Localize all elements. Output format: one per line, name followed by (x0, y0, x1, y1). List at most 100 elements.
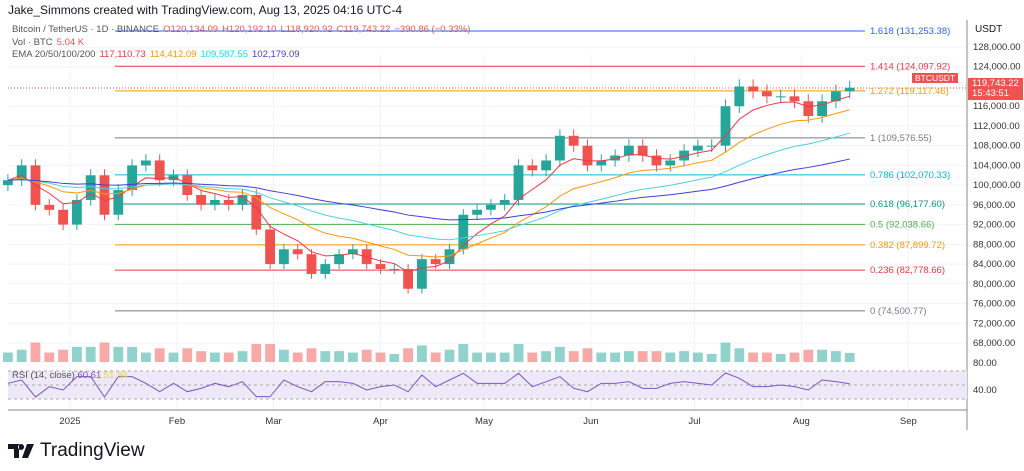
candle-body (665, 160, 676, 166)
rsi-line (7, 372, 850, 398)
candle-body (44, 204, 55, 210)
change-value: −390.86 (−0.33%) (394, 24, 471, 35)
candle-body (141, 160, 151, 166)
axis-currency[interactable]: USDT (975, 24, 1003, 35)
candle-body (444, 249, 455, 265)
y-tick-label: 76,000.00 (973, 299, 1015, 310)
candle-body (375, 264, 386, 269)
candle-body (458, 214, 469, 250)
volume-bar (389, 354, 400, 362)
volume-bar (72, 346, 82, 362)
volume-label[interactable]: Vol · BTC (12, 36, 53, 48)
volume-bar (334, 351, 344, 362)
candle-body (223, 199, 234, 205)
volume-bar (237, 351, 248, 362)
volume-bar (403, 348, 413, 362)
candle-body (679, 150, 689, 161)
x-tick-label: Apr (373, 416, 388, 427)
ema100-line (7, 132, 850, 241)
candle-body (279, 249, 289, 265)
ema-label[interactable]: EMA 20/50/100/200 (12, 49, 96, 60)
y-tick-label: 80,000.00 (973, 279, 1015, 290)
chart-credit: Jake_Simmons created with TradingView.co… (8, 3, 402, 17)
candle-body (651, 155, 662, 166)
candle-body (596, 160, 607, 166)
candle-body (582, 145, 593, 166)
y-tick-label: 108,000.00 (973, 141, 1021, 152)
volume-bar (417, 345, 427, 362)
volume-bar (348, 352, 358, 362)
chart-legend: Bitcoin / TetherUS · 1D · BINANCE O120,13… (12, 24, 474, 62)
fib-level-label: 1.414 (124,097.92) (870, 61, 950, 72)
rsi-tick-label: 80.00 (973, 358, 997, 369)
volume-bar (3, 352, 13, 362)
volume-bar (734, 348, 745, 362)
volume-bar (320, 351, 331, 362)
y-tick-label: 124,000.00 (973, 62, 1021, 73)
rsi-label[interactable]: RSI (14, close) (12, 370, 75, 381)
candle-body (555, 135, 565, 161)
volume-bar (223, 352, 234, 362)
y-tick-label: 88,000.00 (973, 239, 1015, 250)
fib-level-label: 0 (74,500.77) (870, 306, 927, 317)
candle-body (389, 269, 400, 270)
x-tick-label: 2025 (59, 416, 80, 427)
candle-body (113, 190, 124, 215)
tradingview-logo[interactable]: TradingView (8, 440, 145, 462)
last-price: 119,743.22 (972, 78, 1019, 89)
last-price-badge: 119,743.22 15:43:51 (968, 78, 1023, 100)
rsi-value: 60.61 (77, 370, 102, 381)
volume-bar (803, 349, 814, 362)
volume-bar (693, 352, 703, 362)
fib-level-label: 1 (109,576.55) (870, 133, 932, 144)
volume-row: Vol · BTC 5.04 K (12, 37, 474, 50)
rsi-tick-label: 40.00 (973, 385, 997, 396)
volume-bar (154, 348, 165, 362)
candle-body (306, 254, 317, 274)
ema20-line (7, 95, 850, 273)
fib-level-label: 0.618 (96,177.60) (870, 199, 945, 210)
candle-body (72, 199, 82, 225)
candle-body (831, 91, 841, 102)
volume-bar (472, 352, 482, 362)
volume-bar (99, 342, 110, 362)
x-tick-label: Sep (900, 416, 917, 427)
candle-body (568, 135, 579, 146)
close-value: C119,743.22 (336, 24, 391, 35)
volume-bar (679, 351, 689, 362)
ema200-value: 102,179.09 (252, 49, 300, 60)
volume-bar (610, 352, 620, 362)
volume-bar (85, 346, 96, 362)
volume-bar (16, 349, 27, 362)
candle-body (610, 155, 620, 161)
volume-bar (265, 344, 275, 362)
candle-body (789, 96, 800, 102)
volume-bar (30, 342, 41, 362)
y-tick-label: 72,000.00 (973, 318, 1015, 329)
volume-bar (196, 351, 206, 362)
volume-bar (762, 352, 772, 362)
brand-name: TradingView (40, 440, 145, 461)
candle-body (430, 259, 441, 265)
volume-bar (279, 349, 289, 362)
candle-body (693, 145, 703, 151)
fib-level-label: 1.618 (131,253.38) (870, 26, 950, 37)
volume-bar (665, 352, 676, 362)
candle-body (403, 269, 413, 289)
bar-countdown: 15:43:51 (972, 88, 1009, 99)
volume-bar (831, 351, 841, 362)
candle-body (734, 86, 745, 107)
ema200-line (7, 158, 850, 221)
volume-bar (624, 351, 634, 362)
volume-bar (127, 346, 137, 362)
x-tick-label: Feb (169, 416, 185, 427)
ema20-value: 117,110.73 (99, 49, 146, 60)
candle-body (154, 160, 165, 181)
volume-bar (361, 349, 372, 362)
candle-body (762, 91, 772, 97)
symbol-name[interactable]: Bitcoin / TetherUS · 1D · BINANCE (12, 24, 160, 35)
y-tick-label: 68,000.00 (973, 338, 1015, 349)
x-tick-label: Jun (583, 416, 598, 427)
fib-level-label: 1.272 (119,117.46) (870, 86, 949, 97)
